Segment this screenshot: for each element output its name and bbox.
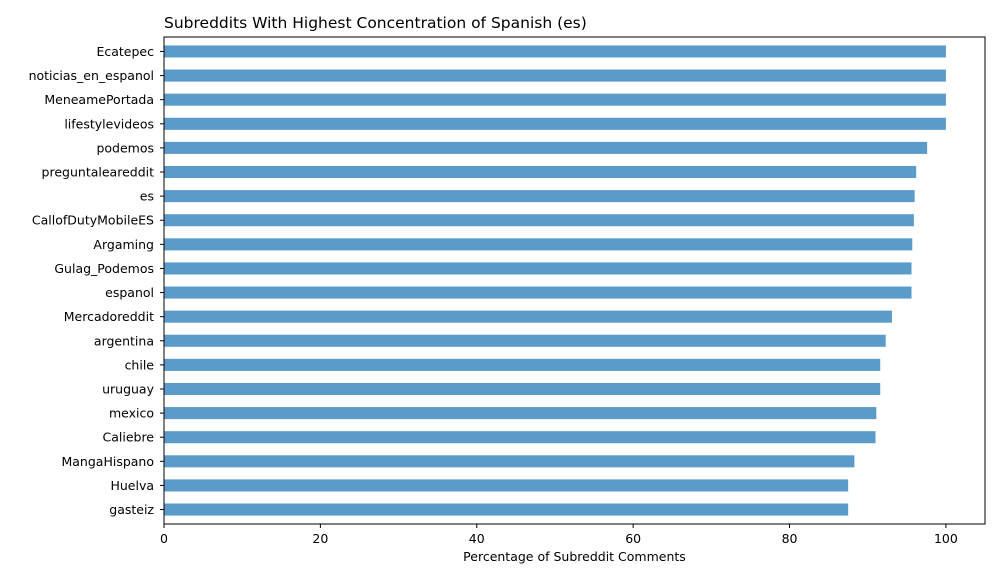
- y-tick-label: CallofDutyMobileES: [32, 213, 154, 228]
- y-tick-label: uruguay: [102, 381, 155, 396]
- y-tick-label: preguntaleareddit: [42, 165, 155, 180]
- y-tick-label: chile: [125, 357, 155, 372]
- bar-Gulag_Podemos: [164, 262, 912, 275]
- bar-Caliebre: [164, 431, 876, 444]
- y-tick-label: argentina: [94, 333, 154, 348]
- bar-espanol: [164, 286, 912, 299]
- x-tick-label: 40: [469, 531, 485, 546]
- bar-CallofDutyMobileES: [164, 214, 914, 227]
- bar-Argaming: [164, 238, 913, 251]
- bar-argentina: [164, 334, 886, 347]
- x-ticks: 0 20 40 60 80 100: [160, 524, 958, 546]
- bar-lifestylevideos: [164, 117, 946, 130]
- chart-title: Subreddits With Highest Concentration of…: [164, 14, 587, 32]
- y-tick-label: MeneamePortada: [44, 92, 154, 107]
- y-tick-label: Gulag_Podemos: [54, 261, 154, 276]
- bar-Mercadoreddit: [164, 310, 892, 323]
- y-tick-label: es: [140, 189, 154, 204]
- y-tick-labels: Ecatepec noticias_en_espanol MeneamePortad…: [29, 44, 164, 517]
- bar-mexico: [164, 407, 877, 420]
- y-tick-label: noticias_en_espanol: [29, 68, 154, 83]
- bar-MangaHispano: [164, 455, 855, 468]
- bar-preguntaleareddit: [164, 165, 917, 179]
- bar-Huelva: [164, 479, 849, 492]
- y-tick-label: Caliebre: [102, 430, 154, 445]
- y-tick-label: lifestylevideos: [64, 116, 154, 131]
- x-tick-label: 80: [782, 531, 798, 546]
- x-tick-label: 100: [934, 531, 958, 546]
- bar-podemos: [164, 141, 928, 154]
- bar-MeneamePortada: [164, 93, 946, 106]
- y-tick-label: Argaming: [93, 237, 154, 252]
- x-tick-label: 20: [312, 531, 328, 546]
- bars-group: [164, 45, 946, 516]
- x-axis-label: Percentage of Subreddit Comments: [463, 549, 686, 564]
- plot-frame: [163, 36, 986, 525]
- y-tick-label: Ecatepec: [96, 44, 154, 59]
- x-tick-label: 60: [625, 531, 641, 546]
- y-tick-label: Huelva: [110, 478, 154, 493]
- bar-gasteiz: [164, 503, 849, 516]
- y-tick-label: Mercadoreddit: [64, 309, 154, 324]
- bar-Ecatepec: [164, 45, 946, 58]
- x-tick-label: 0: [160, 531, 168, 546]
- bar-es: [164, 190, 915, 203]
- y-tick-label: podemos: [96, 140, 154, 155]
- bar-noticias_en_espanol: [164, 69, 946, 82]
- bar-uruguay: [164, 382, 881, 396]
- bar-chile: [164, 358, 881, 371]
- y-tick-label: gasteiz: [109, 502, 154, 517]
- y-tick-label: espanol: [105, 285, 154, 300]
- y-tick-label: MangaHispano: [61, 454, 154, 469]
- y-tick-label: mexico: [109, 406, 154, 421]
